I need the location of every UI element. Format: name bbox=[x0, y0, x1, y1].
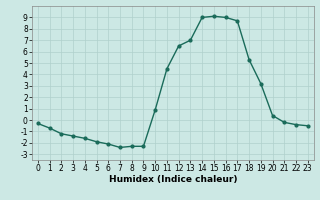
X-axis label: Humidex (Indice chaleur): Humidex (Indice chaleur) bbox=[108, 175, 237, 184]
